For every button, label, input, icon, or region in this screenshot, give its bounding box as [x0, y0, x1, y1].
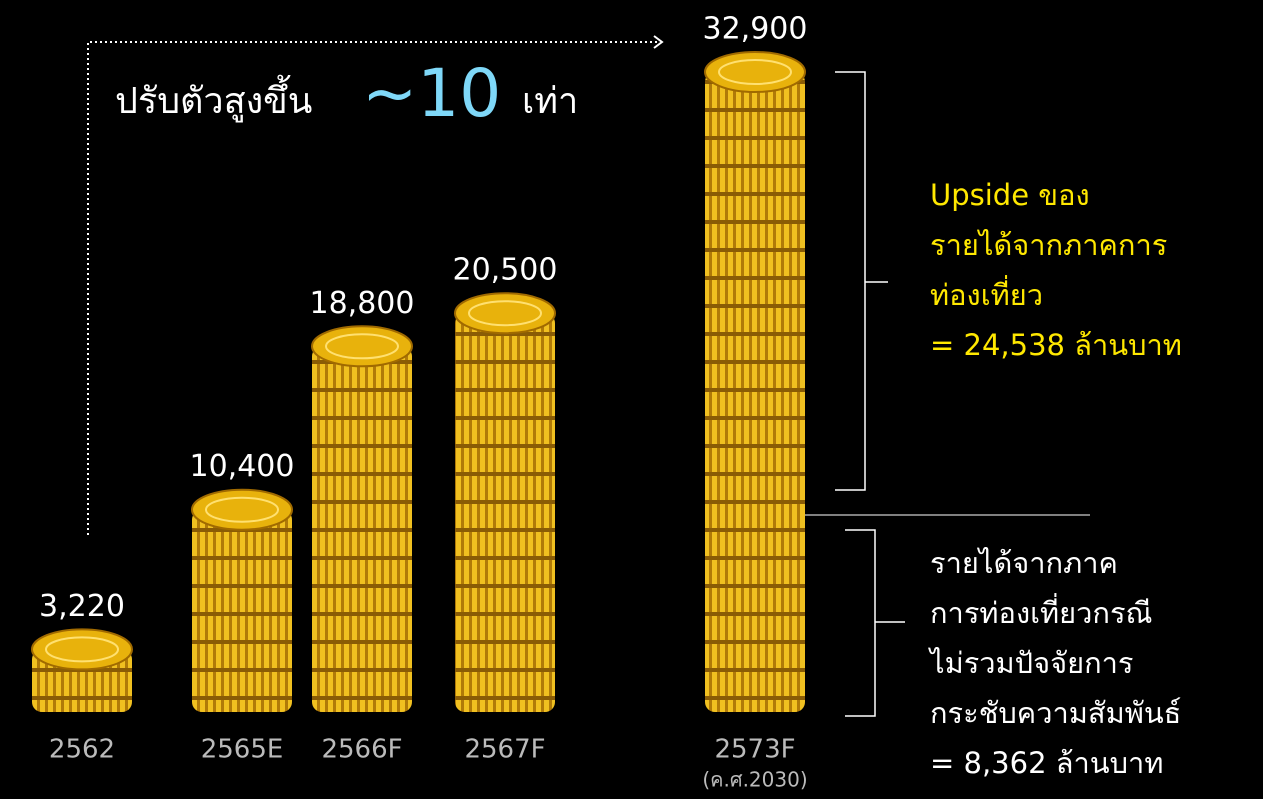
value-label: 10,400 — [190, 449, 295, 484]
coin-face — [205, 496, 279, 523]
coin-face — [718, 59, 792, 85]
x-tick-label: 2567F — [464, 735, 545, 765]
coin-stack — [705, 72, 805, 712]
upside-text: = 24,538 ล้านบาท — [930, 328, 1182, 362]
coin-stack — [312, 346, 412, 712]
growth-prefix: ปรับตัวสูงขึ้น — [115, 74, 312, 123]
value-label: 3,220 — [39, 589, 125, 624]
base-bracket — [845, 529, 905, 717]
upside-text: รายได้จากภาคการ — [930, 228, 1167, 262]
upside-text: Upside ของ — [930, 178, 1090, 212]
upside-text: ท่องเที่ยว — [930, 275, 1043, 312]
category-note: (ค.ศ.2030) — [702, 768, 807, 792]
base-text: การท่องเที่ยวกรณี — [930, 593, 1152, 630]
base-text: ไม่รวมปัจจัยการ — [928, 646, 1133, 680]
value-label: 18,800 — [310, 286, 415, 321]
base-text: = 8,362 ล้านบาท — [930, 746, 1163, 780]
upside-bracket — [835, 71, 888, 491]
coin-top — [191, 488, 293, 531]
coin-face — [45, 636, 119, 663]
coin-face — [468, 300, 542, 327]
value-label: 32,900 — [703, 12, 808, 47]
x-tick-label: 2565E — [201, 735, 284, 765]
x-tick-label: 2562 — [49, 735, 115, 765]
growth-suffix: เท่า — [522, 81, 578, 122]
coin-face — [325, 333, 399, 360]
value-label: 20,500 — [453, 253, 558, 288]
base-text: กระชับความสัมพันธ์ — [930, 696, 1181, 730]
coin-top — [454, 292, 556, 335]
arrow-head — [653, 35, 664, 49]
x-tick-label: 2573F — [714, 735, 795, 765]
coin-top — [704, 51, 806, 93]
base-text: รายได้จากภาค — [930, 546, 1118, 580]
x-tick-label: 2566F — [321, 735, 402, 765]
coin-stack — [455, 313, 555, 712]
coin-top — [31, 628, 133, 671]
coin-top — [311, 325, 413, 368]
growth-multiple: ~10 — [362, 55, 501, 132]
coin-stack — [192, 509, 292, 712]
